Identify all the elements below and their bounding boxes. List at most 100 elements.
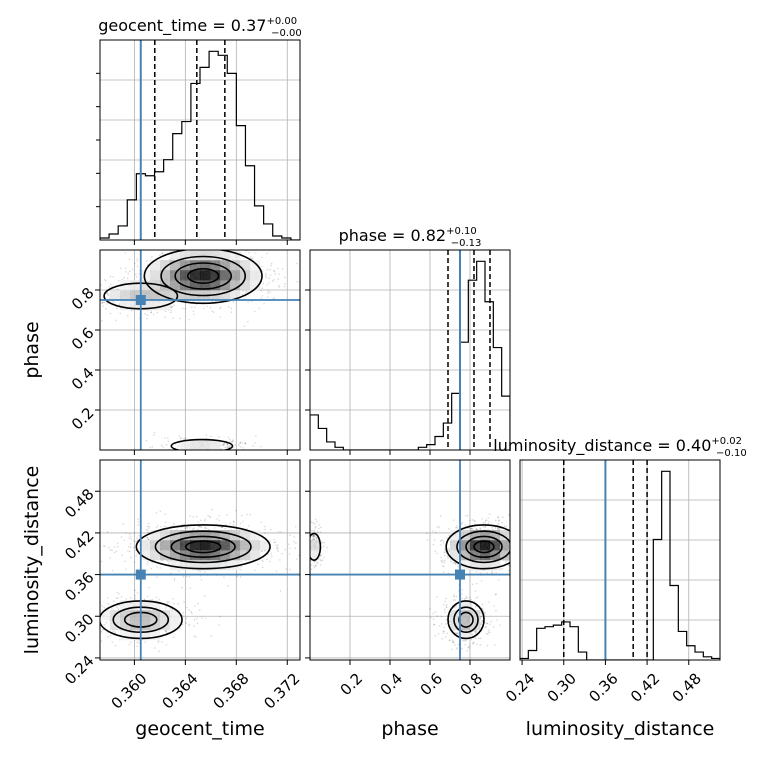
- sample-point: [195, 453, 197, 455]
- sample-point: [95, 291, 97, 293]
- sample-point: [491, 526, 494, 529]
- sample-point: [470, 598, 472, 601]
- sample-point: [222, 443, 225, 446]
- sample-point: [284, 283, 286, 285]
- density-cell: [220, 280, 231, 291]
- sample-point: [325, 269, 327, 271]
- sample-point: [454, 562, 457, 564]
- density-cell: [310, 550, 321, 561]
- sample-point: [144, 641, 147, 644]
- sample-point: [223, 576, 225, 579]
- sample-point: [262, 282, 265, 285]
- sample-point: [474, 630, 476, 633]
- sample-point: [468, 519, 471, 522]
- sample-point: [89, 637, 91, 639]
- sample-point: [228, 444, 231, 446]
- sample-point: [105, 307, 107, 310]
- sample-point: [451, 641, 454, 643]
- density-cell: [490, 530, 501, 541]
- sample-point: [239, 522, 242, 525]
- sample-point: [134, 594, 137, 597]
- sample-point: [224, 446, 227, 449]
- density-cell: [220, 260, 231, 271]
- sample-point: [230, 441, 233, 443]
- sample-point: [101, 605, 103, 607]
- sample-point: [437, 633, 440, 635]
- sample-point: [227, 446, 229, 448]
- sample-point: [156, 566, 158, 568]
- sample-point: [512, 545, 514, 547]
- density-cell: [210, 530, 221, 541]
- sample-point: [529, 546, 531, 548]
- sample-point: [127, 272, 129, 275]
- sample-point: [86, 316, 88, 318]
- sample-point: [241, 293, 244, 296]
- sample-point: [93, 634, 95, 636]
- sample-point: [461, 593, 463, 595]
- density-cell: [130, 620, 141, 631]
- sample-point: [448, 620, 451, 622]
- sample-point: [165, 630, 168, 632]
- sample-point: [497, 516, 499, 518]
- sample-point: [453, 606, 456, 609]
- sample-point: [115, 597, 118, 599]
- title-phase: phase = 0.82+0.10 −0.13: [339, 226, 482, 249]
- sample-point: [307, 530, 309, 532]
- density-cell: [150, 620, 161, 631]
- density-cell: [470, 530, 481, 541]
- sample-point: [229, 234, 231, 236]
- sample-point: [497, 519, 500, 522]
- sample-point: [117, 608, 120, 611]
- sample-point: [444, 550, 446, 553]
- sample-point: [275, 544, 277, 547]
- sample-point: [229, 451, 231, 453]
- sample-point: [312, 535, 314, 537]
- density-cell: [480, 560, 491, 571]
- sample-point: [448, 550, 451, 552]
- sample-point: [173, 304, 175, 306]
- sample-point: [153, 647, 156, 649]
- sample-point: [514, 545, 516, 547]
- sample-point: [111, 607, 113, 610]
- sample-point: [117, 545, 119, 548]
- sample-point: [130, 535, 132, 537]
- sample-point: [273, 539, 275, 541]
- sample-point: [229, 522, 232, 525]
- sample-point: [125, 271, 127, 273]
- contour-line: [160, 255, 247, 297]
- density-cell: [170, 540, 181, 551]
- sample-point: [197, 521, 199, 523]
- sample-point: [230, 311, 233, 313]
- sample-point: [130, 556, 132, 559]
- sample-point: [520, 541, 522, 543]
- x-tick-label-luminosity_distance: 0.30: [544, 670, 580, 706]
- sample-point: [98, 627, 100, 629]
- sample-point: [100, 640, 103, 642]
- sample-point: [456, 647, 459, 649]
- sample-point: [510, 543, 512, 545]
- sample-point: [125, 568, 127, 570]
- sample-point: [456, 526, 459, 529]
- contour-line: [174, 262, 233, 290]
- density-cell: [460, 600, 471, 611]
- sample-point: [440, 559, 443, 562]
- sample-point: [516, 537, 518, 539]
- sample-point: [539, 557, 541, 559]
- sample-point: [313, 534, 315, 537]
- sample-point: [288, 543, 290, 546]
- truth-marker: [135, 569, 146, 580]
- sample-point: [475, 637, 477, 640]
- sample-point: [153, 434, 155, 436]
- sample-point: [232, 440, 234, 442]
- sample-point: [308, 537, 310, 539]
- sample-point: [312, 534, 315, 537]
- y-tick-label-luminosity_distance: 0.30: [61, 610, 97, 646]
- sample-point: [249, 242, 251, 244]
- sample-point: [442, 541, 445, 544]
- sample-point: [442, 560, 444, 562]
- sample-point: [479, 527, 482, 530]
- sample-point: [320, 559, 322, 562]
- sample-point: [206, 305, 209, 308]
- sample-point: [444, 636, 447, 638]
- sample-point: [92, 545, 94, 547]
